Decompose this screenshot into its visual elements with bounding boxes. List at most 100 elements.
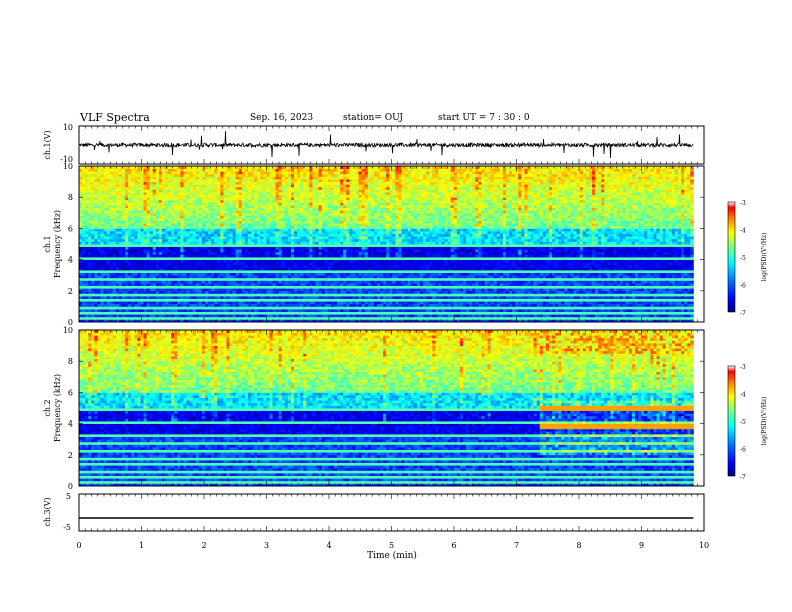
spectrogram-cell <box>110 221 113 224</box>
spectrogram-cell <box>183 195 186 198</box>
spectrogram-cell <box>82 223 85 226</box>
spectrogram-cell <box>165 244 168 247</box>
spectrogram-cell <box>165 273 168 276</box>
spectrogram-cell <box>147 304 150 307</box>
spectrogram-cell <box>183 171 186 174</box>
spectrogram-cell <box>97 179 100 182</box>
spectrogram-cell <box>171 218 174 221</box>
spectrogram-cell <box>137 296 140 299</box>
spectrogram-cell <box>153 314 156 317</box>
spectrogram-cell <box>174 202 177 205</box>
spectrogram-cell <box>196 257 199 260</box>
spectrogram-cell <box>168 179 171 182</box>
spectrogram-cell <box>177 218 180 221</box>
spectrogram-cell <box>171 293 174 296</box>
spectrogram-cell <box>168 278 171 281</box>
spectrogram-cell <box>153 234 156 237</box>
spectrogram-cell <box>159 223 162 226</box>
spectrogram-cell <box>140 278 143 281</box>
spectrogram-cell <box>168 252 171 255</box>
spectrogram-cell <box>196 169 199 172</box>
spectrogram-cell <box>147 234 150 237</box>
spectrogram-cell <box>156 215 159 218</box>
spectrogram-cell <box>196 301 199 304</box>
spectrogram-cell <box>85 299 88 302</box>
spectrogram-cell <box>190 174 193 177</box>
spectrogram-cell <box>85 273 88 276</box>
spectrogram-cell <box>79 304 82 307</box>
spectrogram-cell <box>91 174 94 177</box>
spectrogram-cell <box>131 296 134 299</box>
spectrogram-cell <box>91 192 94 195</box>
spectrogram-cell <box>187 291 190 294</box>
spectrogram-cell <box>88 301 91 304</box>
spectrogram-cell <box>110 280 113 283</box>
spectrogram-cell <box>183 296 186 299</box>
spectrogram-cell <box>153 205 156 208</box>
spectrogram-cell <box>128 234 131 237</box>
spectrogram-cell <box>140 247 143 250</box>
spectrogram-cell <box>150 176 153 179</box>
spectrogram-cell <box>147 317 150 320</box>
spectrogram-cell <box>165 262 168 265</box>
spectrogram-cell <box>187 317 190 320</box>
spectrogram-cell <box>187 293 190 296</box>
spectrogram-cell <box>104 223 107 226</box>
spectrogram-cell <box>171 304 174 307</box>
spectrogram-cell <box>134 283 137 286</box>
spectrogram-cell <box>113 252 116 255</box>
spectrogram-cell <box>183 252 186 255</box>
spectrogram-cell <box>82 205 85 208</box>
spectrogram-cell <box>134 254 137 257</box>
spectrogram-cell <box>150 288 153 291</box>
spectrogram-cell <box>180 262 183 265</box>
spectrogram-cell <box>193 182 196 185</box>
spectrogram-cell <box>196 278 199 281</box>
spectrogram-cell <box>187 187 190 190</box>
spectrogram-cell <box>177 221 180 224</box>
spectrogram-cell <box>88 192 91 195</box>
spectrogram-cell <box>174 265 177 268</box>
spectrogram-cell <box>119 187 122 190</box>
spectrogram-cell <box>190 197 193 200</box>
spectrogram-cell <box>104 197 107 200</box>
spectrogram-cell <box>140 197 143 200</box>
spectrogram-cell <box>159 171 162 174</box>
spectrogram-cell <box>88 275 91 278</box>
spectrogram-cell <box>134 174 137 177</box>
spectrogram-cell <box>180 169 183 172</box>
spectrogram-cell <box>168 314 171 317</box>
spectrogram-cell <box>150 286 153 289</box>
spectrogram-cell <box>128 309 131 312</box>
spectrogram-cell <box>190 223 193 226</box>
spectrogram-cell <box>177 299 180 302</box>
spectrogram-cell <box>91 312 94 315</box>
spectrogram-cell <box>174 221 177 224</box>
spectrogram-cell <box>190 231 193 234</box>
spectrogram-cell <box>156 312 159 315</box>
spectrogram-cell <box>196 317 199 320</box>
spectrogram-cell <box>147 239 150 242</box>
spectrogram-cell <box>156 257 159 260</box>
spectrogram-cell <box>168 247 171 250</box>
spectrogram-cell <box>128 226 131 229</box>
spectrogram-cell <box>156 260 159 263</box>
spectrogram-cell <box>144 278 147 281</box>
spectrogram-cell <box>113 314 116 317</box>
spectrogram-cell <box>104 306 107 309</box>
spectrogram-cell <box>190 273 193 276</box>
spectrogram-cell <box>187 169 190 172</box>
spectrogram-cell <box>196 236 199 239</box>
spectrogram-cell <box>101 205 104 208</box>
spectrogram-cell <box>168 280 171 283</box>
spectrogram-cell <box>79 197 82 200</box>
spectrogram-cell <box>113 301 116 304</box>
spectrogram-cell <box>177 195 180 198</box>
spectrogram-cell <box>122 195 125 198</box>
spectrogram-cell <box>156 187 159 190</box>
spectrogram-cell <box>107 267 110 270</box>
spectrogram-cell <box>82 208 85 211</box>
spectrogram-cell <box>177 179 180 182</box>
spectrogram-cell <box>91 169 94 172</box>
spectrogram-cell <box>125 171 128 174</box>
